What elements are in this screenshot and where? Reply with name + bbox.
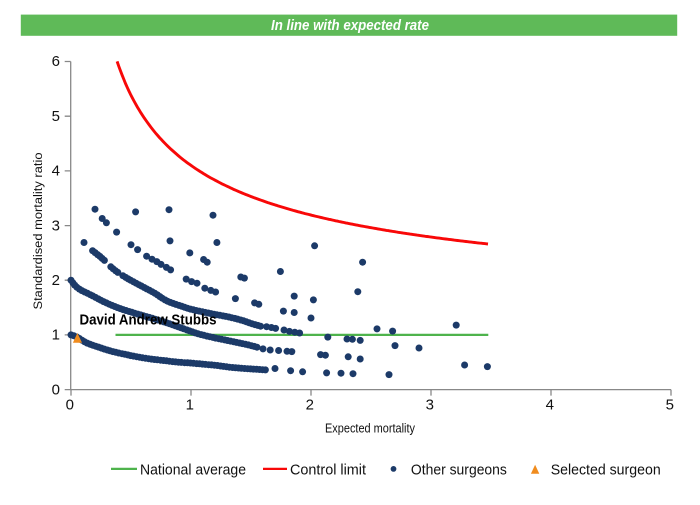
svg-text:Selected surgeon: Selected surgeon (551, 461, 661, 478)
svg-text:2: 2 (52, 272, 60, 289)
svg-text:In line with expected rate: In line with expected rate (271, 18, 429, 34)
svg-text:Standardised mortality ratio: Standardised mortality ratio (31, 152, 45, 309)
svg-text:4: 4 (546, 397, 554, 414)
svg-text:5: 5 (666, 397, 674, 414)
svg-text:4: 4 (52, 163, 60, 180)
svg-text:0: 0 (66, 397, 74, 414)
svg-text:Control limit: Control limit (290, 461, 367, 478)
svg-text:National average: National average (140, 461, 246, 478)
svg-text:5: 5 (52, 108, 60, 125)
svg-text:David Andrew Stubbs: David Andrew Stubbs (80, 312, 217, 329)
svg-text:1: 1 (52, 327, 60, 344)
svg-text:Expected mortality: Expected mortality (325, 421, 415, 436)
svg-text:6: 6 (52, 53, 60, 70)
svg-text:3: 3 (52, 217, 60, 234)
svg-text:Other surgeons: Other surgeons (411, 461, 507, 478)
svg-text:3: 3 (426, 397, 434, 414)
svg-text:2: 2 (306, 397, 314, 414)
svg-text:0: 0 (52, 381, 60, 398)
svg-text:1: 1 (186, 397, 194, 414)
